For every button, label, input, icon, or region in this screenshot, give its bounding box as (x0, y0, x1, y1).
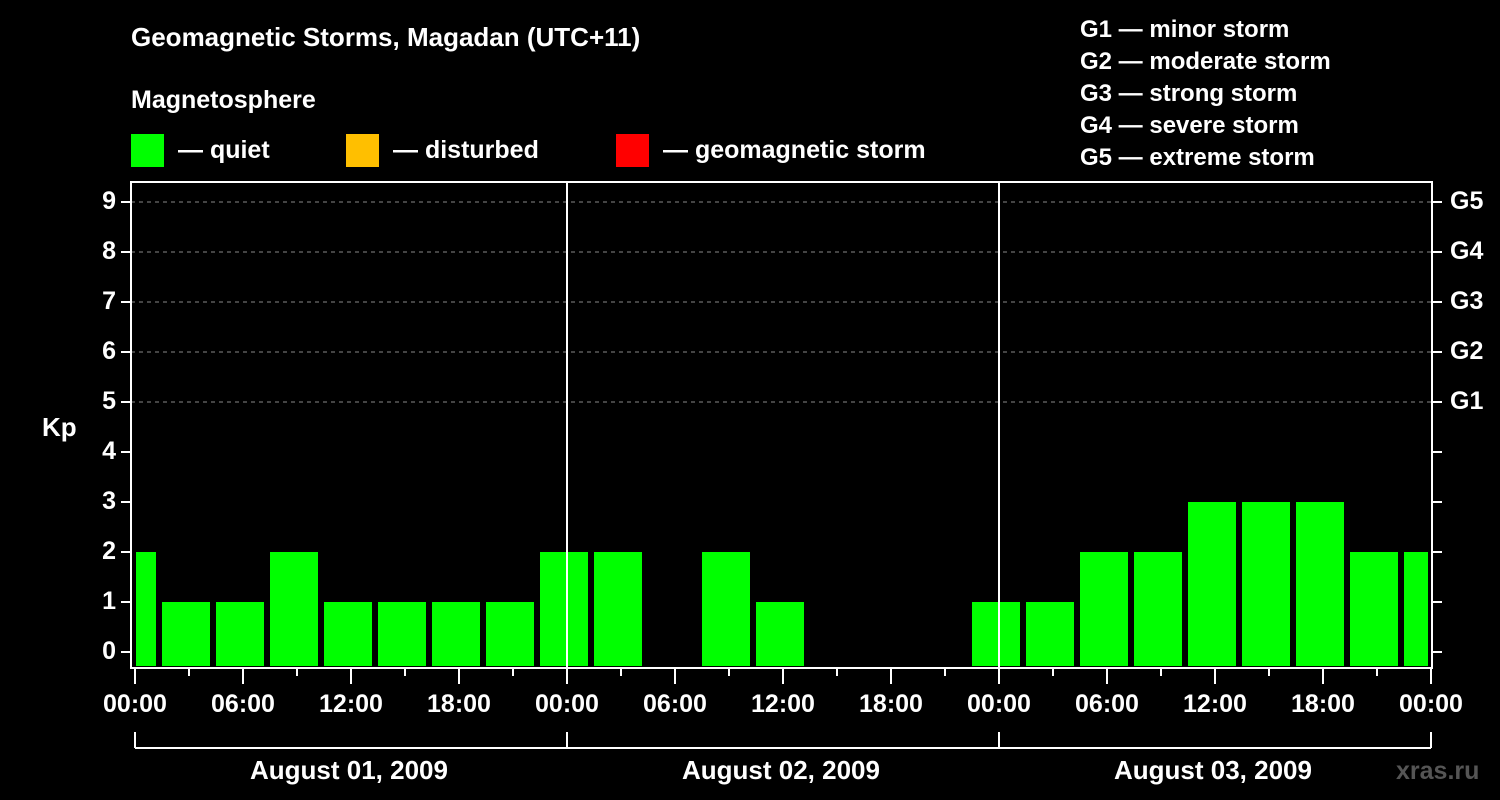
g-tick-label: G2 (1450, 337, 1484, 365)
x-tick-label: 18:00 (859, 690, 923, 718)
kp-bar (1296, 502, 1344, 666)
x-tick-label: 06:00 (643, 690, 707, 718)
g-scale-legend: G1 — minor storm G2 — moderate storm G3 … (1080, 14, 1331, 174)
legend-swatch-storm (616, 133, 649, 167)
y-tick-label: 0 (102, 637, 116, 665)
legend-label-storm: — geomagnetic storm (663, 135, 926, 164)
legend-label-quiet: — quiet (178, 135, 270, 164)
x-tick-label: 12:00 (319, 690, 383, 718)
kp-bar (1026, 602, 1074, 666)
kp-bar (756, 602, 804, 666)
day-label: August 01, 2009 (250, 755, 448, 785)
kp-bar (540, 552, 588, 666)
plot-frame (130, 181, 1433, 669)
kp-bar (216, 602, 264, 666)
g-legend-g2: G2 — moderate storm (1080, 48, 1331, 75)
g-legend-g1: G1 — minor storm (1080, 16, 1290, 43)
kp-bar (486, 602, 534, 666)
kp-bar (1080, 552, 1128, 666)
x-tick-label: 00:00 (535, 690, 599, 718)
g-tick-label: G1 (1450, 387, 1484, 415)
day-label: August 02, 2009 (682, 755, 880, 785)
y-tick-label: 3 (102, 487, 116, 515)
x-tick-label: 06:00 (1075, 690, 1139, 718)
x-tick-label: 00:00 (967, 690, 1031, 718)
kp-bar (1188, 502, 1236, 666)
bars (136, 502, 1428, 666)
x-tick-label: 12:00 (751, 690, 815, 718)
kp-bar (1404, 552, 1428, 666)
legend-item-quiet: — quiet (131, 133, 270, 167)
y-tick-label: 5 (102, 387, 116, 415)
y-tick-label: 1 (102, 587, 116, 615)
y-tick-label: 4 (102, 437, 116, 465)
kp-bar (136, 552, 156, 666)
kp-bar (1242, 502, 1290, 666)
y-tick-label: 2 (102, 537, 116, 565)
legend-swatch-quiet (131, 133, 164, 167)
chart-title: Geomagnetic Storms, Magadan (UTC+11) (131, 22, 641, 52)
kp-bar (432, 602, 480, 666)
kp-bar (324, 602, 372, 666)
legend-item-storm: — geomagnetic storm (616, 133, 926, 167)
y-tick-label: 6 (102, 337, 116, 365)
x-tick-label: 06:00 (211, 690, 275, 718)
x-tick-label: 00:00 (1399, 690, 1463, 718)
y-tick-label: 7 (102, 287, 116, 315)
legend-item-disturbed: — disturbed (346, 133, 539, 167)
y-tick-label: 9 (102, 187, 116, 215)
kp-bar (378, 602, 426, 666)
g-tick-label: G3 (1450, 287, 1484, 315)
kp-bar (972, 602, 1020, 666)
x-tick-label: 18:00 (427, 690, 491, 718)
chart-subtitle: Magnetosphere (131, 86, 316, 114)
legend-swatch-disturbed (346, 133, 379, 167)
kp-bar (594, 552, 642, 666)
y-tick-label: 8 (102, 237, 116, 265)
x-tick-label: 18:00 (1291, 690, 1355, 718)
kp-bar (1134, 552, 1182, 666)
day-label: August 03, 2009 (1114, 755, 1312, 785)
g-legend-g5: G5 — extreme storm (1080, 144, 1315, 171)
x-tick-label: 00:00 (103, 690, 167, 718)
kp-bar (270, 552, 318, 666)
g-legend-g3: G3 — strong storm (1080, 80, 1298, 107)
g-tick-label: G4 (1450, 237, 1484, 265)
kp-bar (1350, 552, 1398, 666)
legend-label-disturbed: — disturbed (393, 135, 539, 164)
y-axis-label: Kp (42, 412, 77, 442)
x-tick-label: 12:00 (1183, 690, 1247, 718)
watermark: xras.ru (1396, 757, 1480, 785)
g-legend-g4: G4 — severe storm (1080, 112, 1299, 139)
kp-bar (162, 602, 210, 666)
kp-bar (702, 552, 750, 666)
g-tick-label: G5 (1450, 187, 1484, 215)
